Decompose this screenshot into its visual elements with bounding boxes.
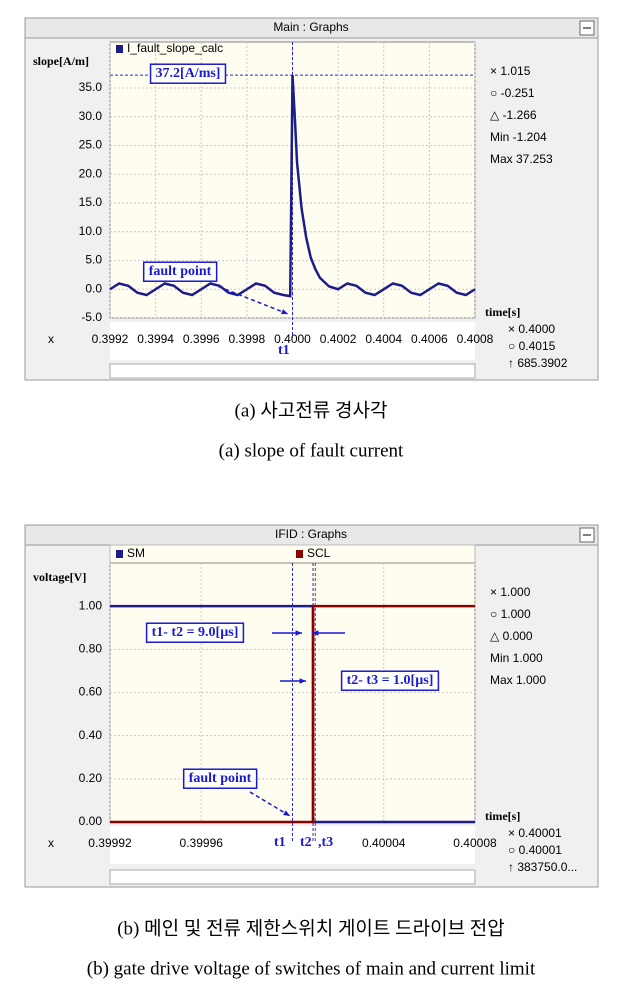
y-tick-label: 1.00 — [79, 598, 103, 612]
x-tick-label: 0.39992 — [88, 836, 132, 850]
y-tick-label: 20.0 — [79, 166, 103, 180]
x-tick-label: 0.4008 — [457, 332, 494, 346]
y-tick-label: 0.60 — [79, 685, 103, 699]
y-axis-label: slope[A/m] — [33, 54, 89, 68]
caption: (a) 사고전류 경사각 — [235, 399, 388, 421]
x-readout: ↑ 383750.0... — [508, 860, 577, 874]
caption: (a) slope of fault current — [219, 440, 404, 461]
cursor-readout: Max 37.253 — [490, 152, 553, 166]
x-strip-label: x — [48, 332, 54, 346]
y-tick-label: -5.0 — [81, 310, 102, 324]
x-axis-label: time[s] — [485, 809, 520, 823]
annotation-box — [145, 622, 245, 643]
y-tick-label: 15.0 — [79, 195, 103, 209]
y-axis-label: voltage[V] — [33, 570, 86, 584]
y-tick-label: 0.40 — [79, 728, 103, 742]
annotation: 37.2[A/ms] — [156, 66, 221, 81]
cursor-readout: Max 1.000 — [490, 673, 546, 687]
x-tick-label: 0.3994 — [137, 332, 174, 346]
cursor-readout: Min 1.000 — [490, 651, 543, 665]
x-tick-label: 0.40008 — [453, 836, 497, 850]
y-tick-label: 25.0 — [79, 138, 103, 152]
annotation: t2 — [300, 835, 312, 850]
cursor-readout: △ -1.266 — [490, 108, 537, 122]
series-line — [110, 604, 475, 824]
y-tick-label: 0.00 — [79, 814, 103, 828]
legend-label: SCL — [307, 546, 331, 560]
x-tick-label: 0.3998 — [229, 332, 266, 346]
x-tick-label: 0.3992 — [92, 332, 129, 346]
arrow-head — [283, 810, 290, 816]
x-tick-label: 0.39996 — [180, 836, 224, 850]
scrollbar[interactable] — [109, 869, 476, 885]
arrow — [249, 791, 291, 817]
x-axis-strip — [110, 826, 475, 864]
annotation-box — [182, 768, 258, 789]
x-readout: ○ 0.40001 — [508, 843, 562, 857]
legend-swatch — [296, 550, 303, 558]
annotation: ,t3 — [318, 835, 333, 850]
cursor-readout: ○ -0.251 — [490, 86, 535, 100]
window-title: IFID : Graphs — [275, 527, 347, 541]
cursor-readout: △ 0.000 — [490, 629, 533, 643]
annotation: t1- t2 = 9.0[µs] — [152, 625, 239, 640]
annotation: t1 — [274, 835, 286, 850]
y-tick-label: 0.0 — [85, 281, 102, 295]
legend-swatch — [116, 550, 123, 558]
x-readout: ○ 0.4015 — [508, 339, 556, 353]
x-tick-label: 0.4004 — [365, 332, 402, 346]
window-title: Main : Graphs — [273, 20, 348, 34]
cursor-readout: ○ 1.000 — [490, 607, 531, 621]
x-tick-label: 0.4002 — [320, 332, 357, 346]
series-line — [109, 74, 476, 298]
x-axis-label: time[s] — [485, 305, 520, 319]
legend-swatch — [116, 45, 123, 53]
cursor-readout: × 1.000 — [490, 585, 531, 599]
caption: (b) gate drive voltage of switches of ma… — [87, 958, 536, 979]
x-tick-label: 0.4006 — [411, 332, 448, 346]
x-readout: × 0.4000 — [508, 322, 555, 336]
x-readout: × 0.40001 — [508, 826, 562, 840]
annotation: t2- t3 = 1.0[µs] — [347, 673, 434, 688]
arrow-head — [299, 678, 306, 684]
annotation-box — [142, 261, 218, 282]
cursor-readout: × 1.015 — [490, 64, 531, 78]
y-tick-label: 10.0 — [79, 224, 103, 238]
x-readout: ↑ 685.3902 — [508, 356, 568, 370]
arrow-head — [312, 630, 319, 636]
annotation-box — [149, 63, 227, 84]
x-tick-label: 0.3996 — [183, 332, 220, 346]
legend-label: I_fault_slope_calc — [127, 41, 223, 55]
arrow-head — [281, 309, 288, 315]
cursor-readout: Min -1.204 — [490, 130, 547, 144]
y-tick-label: 0.20 — [79, 771, 103, 785]
y-tick-label: 0.80 — [79, 642, 103, 656]
annotation: t1 — [278, 343, 290, 358]
annotation: fault point — [189, 771, 252, 786]
y-tick-label: 30.0 — [79, 109, 103, 123]
annotation-box — [340, 670, 440, 691]
legend-label: SM — [127, 546, 145, 560]
x-tick-label: 0.4000 — [274, 332, 311, 346]
arrow-head — [295, 630, 302, 636]
scrollbar[interactable] — [109, 363, 476, 379]
y-tick-label: 5.0 — [85, 253, 102, 267]
x-strip-label: x — [48, 836, 54, 850]
y-tick-label: 35.0 — [79, 80, 103, 94]
caption: (b) 메인 및 전류 제한스위치 게이트 드라이브 전압 — [117, 917, 505, 939]
annotation: fault point — [149, 264, 212, 279]
x-tick-label: 0.40004 — [362, 836, 406, 850]
legend-strip — [109, 544, 476, 564]
